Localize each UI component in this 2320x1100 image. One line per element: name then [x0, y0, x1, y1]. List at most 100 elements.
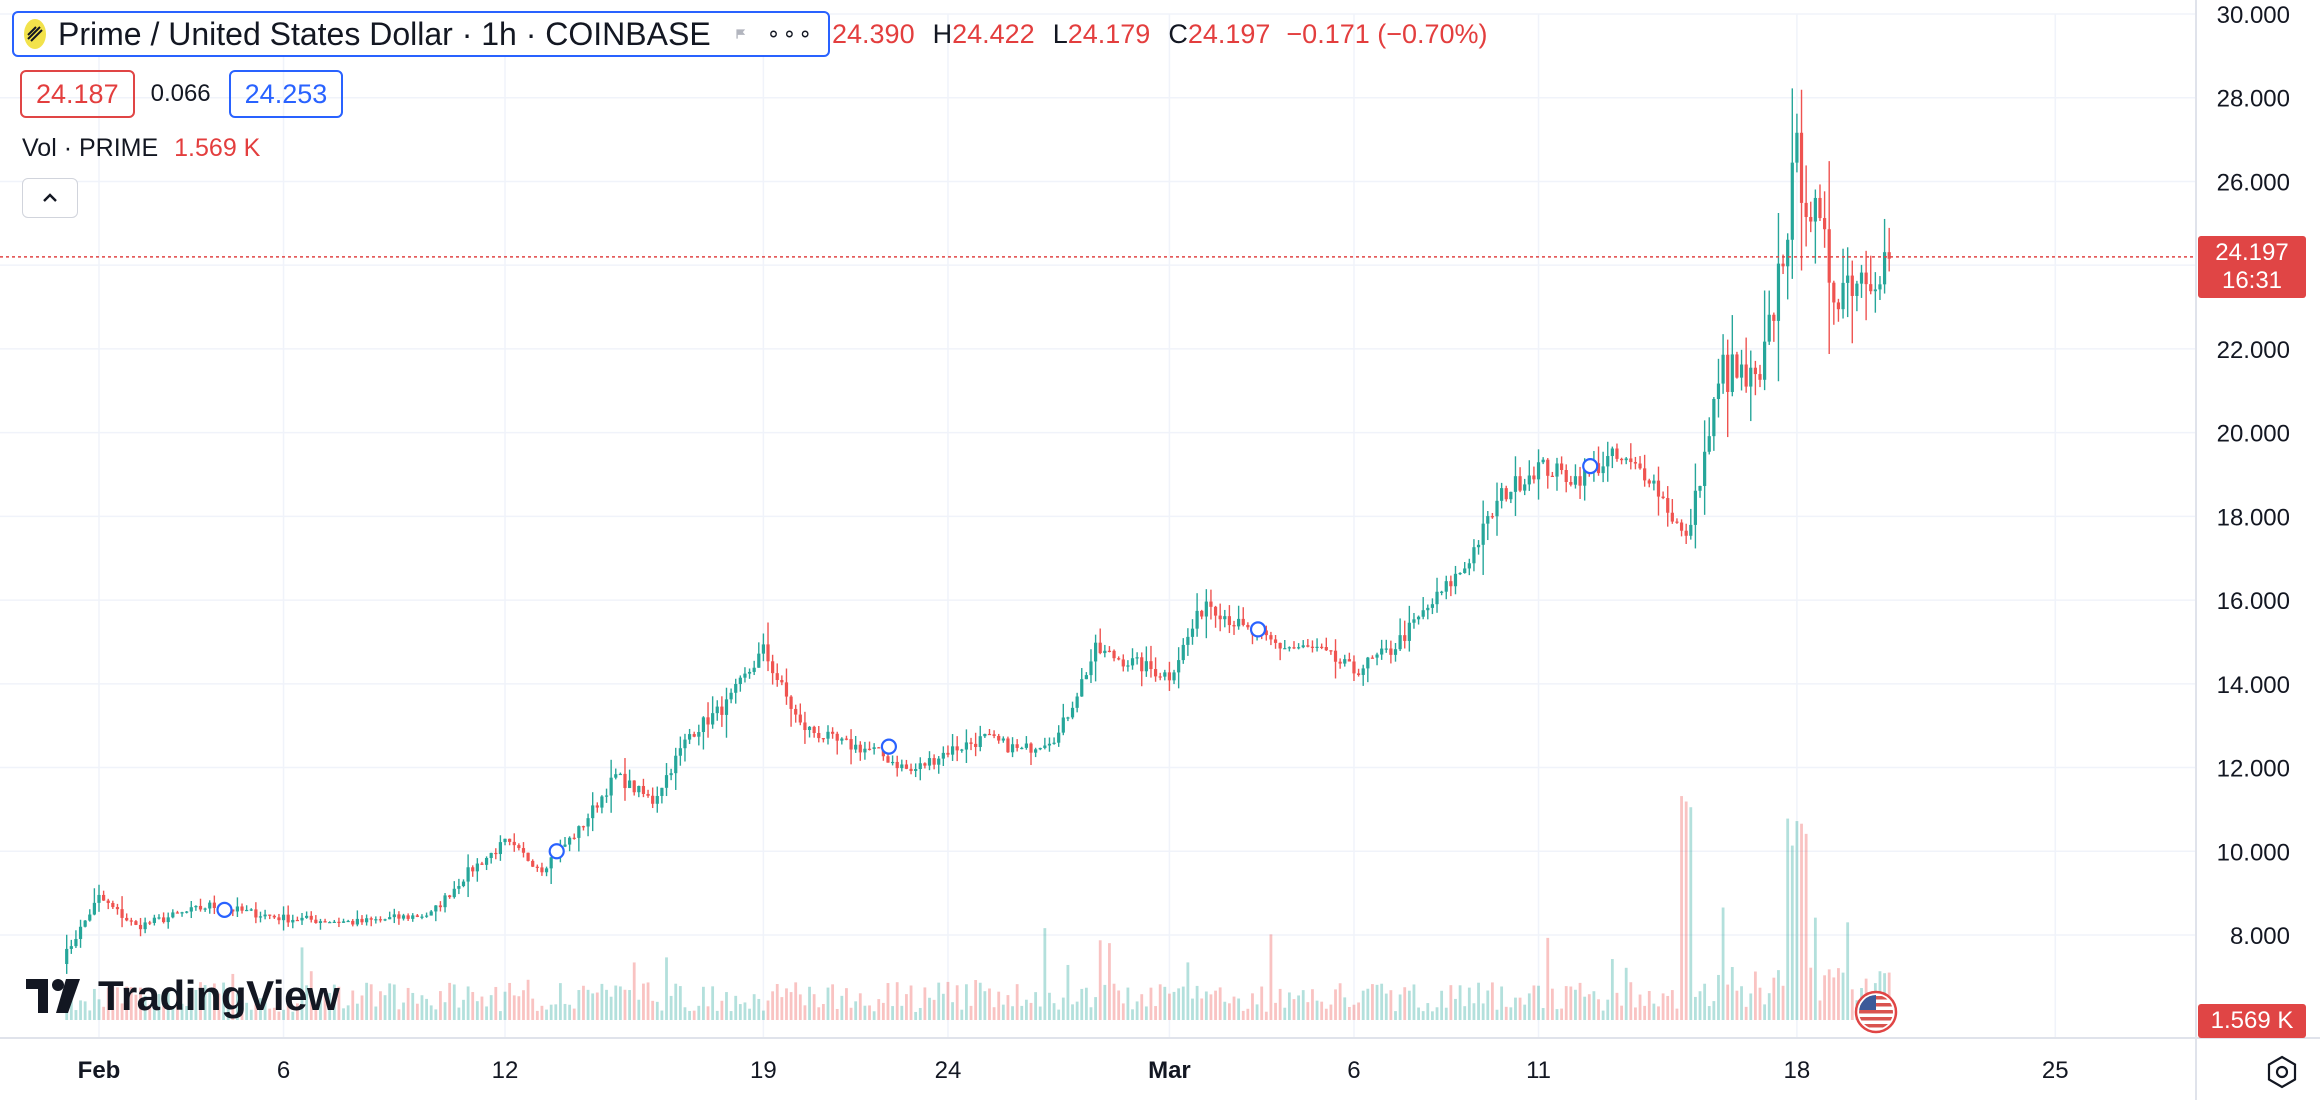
candle-body	[1804, 202, 1808, 218]
settings-icon[interactable]	[2264, 1054, 2300, 1090]
volume-bar	[1421, 1011, 1425, 1020]
volume-bar	[1670, 990, 1674, 1020]
volume-bar	[106, 987, 110, 1020]
volume-bar	[351, 990, 355, 1020]
candle-body	[235, 906, 240, 912]
volume-bar	[365, 982, 369, 1020]
volume-bar	[240, 1010, 244, 1020]
candle-body	[826, 731, 830, 739]
volume-bar	[1117, 990, 1121, 1020]
candle-body	[475, 863, 479, 872]
candle-body	[1878, 284, 1882, 290]
volume-bar	[92, 988, 96, 1020]
candle-body	[1610, 448, 1614, 457]
candle-body	[614, 774, 618, 778]
candle-body	[1144, 661, 1148, 672]
volume-bar	[702, 986, 705, 1020]
volume-bar	[236, 993, 239, 1020]
candle-body	[1444, 581, 1448, 592]
candle-body	[314, 919, 318, 924]
volume-bar	[1071, 1004, 1074, 1020]
candle-body	[498, 842, 503, 855]
us-flag-icon[interactable]	[1854, 990, 1898, 1034]
candle-body	[1167, 672, 1172, 681]
volume-bar	[591, 993, 595, 1020]
candle-body	[604, 795, 609, 797]
candle-body	[466, 867, 470, 882]
candle-body	[577, 826, 581, 838]
candle-body	[268, 914, 272, 916]
candle-body	[738, 677, 742, 685]
candle-body	[992, 734, 996, 736]
candle-body	[1698, 485, 1702, 491]
volume-bar	[1675, 1008, 1679, 1020]
volume-bar	[212, 983, 216, 1020]
volume-bar	[355, 1003, 359, 1020]
tradingview-logo[interactable]: TradingView	[26, 972, 340, 1020]
volume-bar	[1260, 986, 1264, 1020]
volume-bar	[157, 993, 161, 1020]
volume-bar	[1011, 1006, 1014, 1020]
volume-bar	[1186, 962, 1190, 1020]
volume-bar	[125, 986, 129, 1020]
candle-body	[1070, 707, 1075, 718]
candle-body	[692, 734, 696, 737]
volume-bar	[129, 987, 133, 1020]
chart-header: Prime / United States Dollar · 1h · COIN…	[12, 10, 1488, 58]
candle-body	[1850, 275, 1854, 296]
volume-bar	[1717, 974, 1720, 1020]
volume-bar	[475, 1001, 479, 1020]
candle-body	[766, 644, 770, 662]
volume-bar	[1541, 1008, 1545, 1020]
volume-bar	[1486, 990, 1490, 1020]
volume-bar	[545, 1009, 548, 1020]
candle-body	[277, 917, 281, 921]
volume-bar	[923, 987, 927, 1020]
candle-body	[461, 881, 466, 887]
candle-body	[1177, 660, 1181, 673]
collapse-button[interactable]	[22, 178, 78, 218]
volume-bar	[485, 1006, 488, 1020]
volume-bar	[577, 990, 581, 1020]
more-icon[interactable]: ∘∘∘	[766, 21, 814, 46]
volume-bar	[1592, 991, 1596, 1020]
candle-body	[997, 735, 1001, 741]
volume-bar	[1334, 989, 1337, 1020]
candle-body	[438, 905, 443, 908]
candle-body	[1407, 622, 1411, 641]
candle-body	[1246, 624, 1250, 628]
volume-bar	[766, 1000, 770, 1020]
volume-bar	[1472, 1003, 1476, 1020]
candle-body	[923, 763, 927, 766]
volume-bar	[1850, 989, 1854, 1020]
volume-bar	[1703, 983, 1707, 1020]
symbol-title-box[interactable]: Prime / United States Dollar · 1h · COIN…	[12, 11, 830, 57]
candle-body	[1578, 476, 1582, 486]
candle-body	[291, 919, 295, 923]
last-price-value: 24.197	[2215, 239, 2289, 266]
volume-bar	[1108, 943, 1111, 1020]
candle-body	[1158, 676, 1162, 678]
flag-icon[interactable]	[735, 22, 747, 46]
buy-button[interactable]: 24.253	[228, 70, 344, 118]
candle-body	[1463, 568, 1467, 573]
sell-button[interactable]: 24.187	[20, 70, 135, 118]
candle-body	[1301, 645, 1305, 648]
bar-countdown: 16:31	[2221, 267, 2283, 294]
candle-body	[1666, 498, 1670, 513]
event-marker	[548, 843, 565, 860]
volume-bar	[794, 982, 798, 1020]
candle-body	[918, 763, 922, 770]
candle-body	[955, 746, 959, 751]
volume-bar	[821, 1004, 825, 1020]
candle-body	[890, 761, 895, 764]
volume-bar	[992, 1007, 996, 1020]
volume-bar	[1043, 928, 1047, 1020]
candle-body	[1569, 481, 1573, 485]
candle-body	[1513, 476, 1518, 492]
volume-bar	[1550, 988, 1554, 1020]
volume-bar	[554, 1004, 558, 1020]
volume-bar	[286, 1003, 290, 1020]
volume-bar	[812, 994, 816, 1020]
